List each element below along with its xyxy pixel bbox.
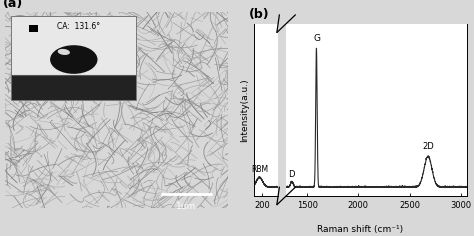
Text: RBM: RBM <box>251 165 268 174</box>
Y-axis label: Intensity(a.u.): Intensity(a.u.) <box>240 78 249 142</box>
Text: (b): (b) <box>249 8 270 21</box>
Text: Raman shift (cm⁻¹): Raman shift (cm⁻¹) <box>317 225 403 234</box>
Text: (a): (a) <box>2 0 23 10</box>
Text: G: G <box>313 34 320 43</box>
Text: D: D <box>289 169 295 178</box>
Text: 1um: 1um <box>176 202 196 211</box>
Text: 2D: 2D <box>422 142 434 151</box>
